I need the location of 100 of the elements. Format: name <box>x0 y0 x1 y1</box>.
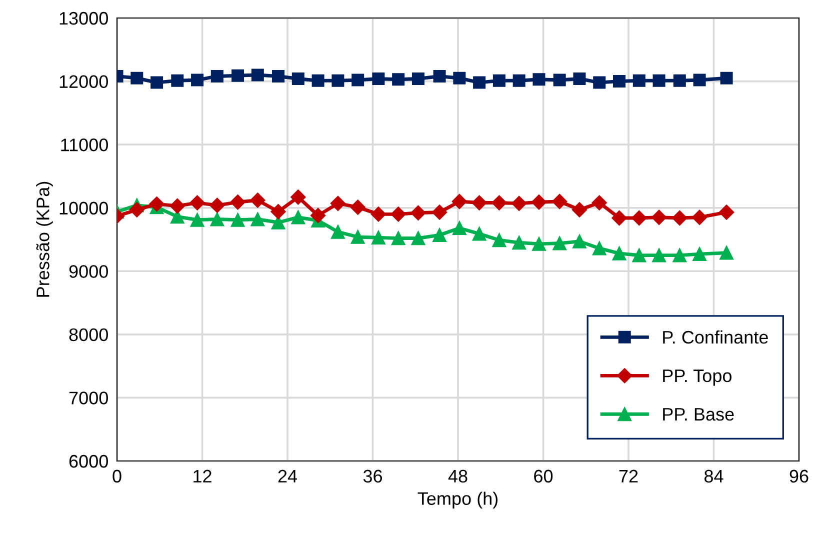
point <box>720 246 734 260</box>
point <box>452 221 466 236</box>
point <box>512 74 526 87</box>
point <box>718 204 734 220</box>
point <box>453 72 466 84</box>
point <box>170 198 185 214</box>
point <box>632 248 646 262</box>
y-tick-label: 6000 <box>69 454 108 468</box>
point <box>651 210 667 225</box>
point <box>673 74 686 87</box>
point <box>290 190 306 205</box>
point <box>693 74 706 86</box>
point <box>150 76 164 89</box>
point <box>472 226 486 241</box>
point <box>171 74 184 87</box>
point <box>352 74 364 86</box>
point <box>291 210 306 224</box>
point <box>230 194 246 210</box>
point <box>391 231 406 246</box>
point <box>310 208 326 224</box>
point <box>632 210 647 226</box>
point <box>332 74 344 87</box>
x-axis-title: Tempo (h) <box>418 492 498 509</box>
x-tick-label: 60 <box>534 470 553 483</box>
x-tick-label: 72 <box>619 470 638 482</box>
point <box>552 194 568 210</box>
y-tick-label: 8000 <box>69 328 108 342</box>
point <box>553 74 566 86</box>
x-tick-label: 48 <box>448 470 468 483</box>
point <box>573 72 586 86</box>
point <box>572 234 586 248</box>
y-tick-label: 10000 <box>60 202 108 215</box>
point <box>372 72 385 86</box>
y-tick-label: 13000 <box>60 12 108 25</box>
y-axis-title: Pressão (KPa) <box>36 182 53 297</box>
point <box>452 194 467 210</box>
point <box>532 236 546 251</box>
point <box>270 204 286 220</box>
point <box>652 74 666 87</box>
point <box>250 212 265 226</box>
x-tick-label: 36 <box>363 470 382 483</box>
point <box>251 68 264 82</box>
x-tick-label: 96 <box>790 470 808 483</box>
x-tick-label: 0 <box>112 470 122 483</box>
point <box>492 233 506 248</box>
point <box>272 70 285 82</box>
point <box>692 247 706 261</box>
point <box>312 74 324 87</box>
point <box>572 202 588 218</box>
point <box>371 230 386 245</box>
point <box>592 241 606 256</box>
point <box>612 210 627 226</box>
legend-label: PP. Base <box>663 408 734 421</box>
point <box>411 231 426 246</box>
point <box>532 73 546 86</box>
point <box>250 192 266 208</box>
y-tick-label: 12000 <box>60 75 108 88</box>
x-tick-label: 24 <box>278 470 298 482</box>
point <box>191 74 204 86</box>
point <box>512 236 526 250</box>
y-tick-label: 9000 <box>69 265 108 278</box>
point <box>392 73 405 86</box>
point <box>593 76 606 89</box>
point <box>149 196 164 212</box>
point <box>412 72 424 86</box>
point <box>432 204 448 220</box>
x-tick-label: 12 <box>194 470 212 482</box>
point <box>292 72 304 86</box>
point <box>330 224 345 239</box>
point <box>370 206 386 222</box>
x-tick-label: 84 <box>704 470 724 483</box>
point <box>672 210 688 226</box>
y-tick-label: 11000 <box>61 138 108 152</box>
point <box>350 230 365 244</box>
point <box>210 198 225 213</box>
point <box>720 72 733 84</box>
point <box>232 69 244 82</box>
point <box>652 248 666 262</box>
point <box>129 202 144 218</box>
point <box>350 200 366 215</box>
point <box>492 74 506 87</box>
point <box>433 70 446 82</box>
legend-label: PP. Topo <box>663 370 732 386</box>
point <box>632 74 646 87</box>
point <box>210 70 224 82</box>
legend-label: P. Confinante <box>663 330 768 344</box>
point <box>390 206 406 222</box>
point <box>130 72 144 84</box>
point <box>552 236 567 250</box>
point <box>410 205 426 220</box>
point <box>473 76 486 89</box>
point <box>531 194 547 210</box>
point <box>190 195 205 210</box>
point <box>592 195 607 210</box>
point <box>692 210 708 225</box>
point <box>190 212 204 227</box>
point <box>512 196 527 211</box>
point <box>472 195 487 210</box>
point <box>210 212 224 226</box>
point <box>612 246 626 260</box>
